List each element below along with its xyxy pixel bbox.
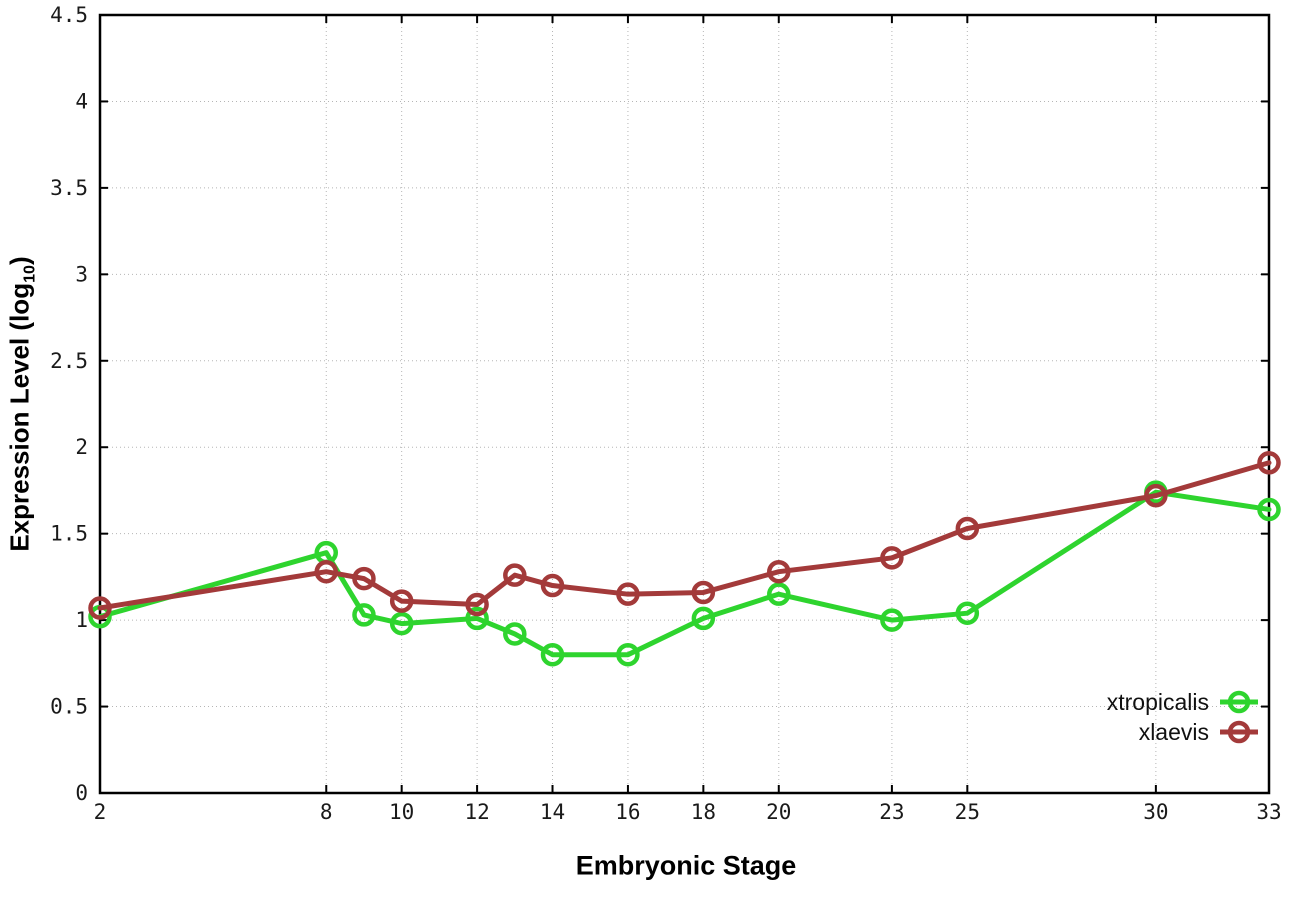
x-tick-label: 18: [691, 800, 716, 824]
data-point-xtropicalis-stage-20: [767, 582, 791, 606]
data-point-xtropicalis-stage-12: [465, 606, 489, 631]
data-point-xtropicalis-stage-9: [352, 603, 376, 627]
plot-border: [98, 13, 1271, 795]
data-point-xlaevis-stage-20: [767, 559, 791, 584]
data-point-xlaevis-stage-16: [616, 582, 640, 606]
data-point-xtropicalis-stage-13: [503, 622, 527, 646]
data-point-xlaevis-stage-12: [465, 592, 489, 617]
data-point-xlaevis-stage-23: [880, 546, 904, 570]
data-point-xlaevis-stage-33: [1257, 451, 1281, 475]
data-point-xtropicalis-stage-25: [955, 601, 980, 625]
data-point-xlaevis-stage-25: [955, 516, 980, 541]
y-tick-label: 2: [75, 435, 88, 459]
legend-label-xtropicalis: xtropicalis: [1106, 688, 1209, 715]
data-point-xtropicalis-stage-33: [1257, 497, 1281, 522]
y-tick-label: 1: [75, 608, 88, 632]
series-line-xtropicalis: [97, 489, 1272, 658]
legend-sample-circle: [1227, 720, 1251, 744]
x-tick-label: 20: [766, 800, 791, 824]
y-tick-label: 1.5: [50, 522, 88, 546]
x-tick-label: 30: [1143, 800, 1168, 824]
x-tick-label: 8: [320, 800, 333, 824]
series-line-xlaevis: [97, 460, 1272, 611]
x-tick-label: 2: [94, 800, 107, 824]
x-tick-label: 10: [389, 800, 414, 824]
data-point-xlaevis-stage-18: [691, 580, 716, 605]
legend-item-xlaevis: xlaevis: [1107, 717, 1259, 747]
y-tick-label: 4.5: [50, 3, 88, 27]
y-tick-label: 0.5: [50, 695, 88, 719]
x-tick-label: 14: [540, 800, 565, 824]
x-tick-label: 25: [955, 800, 980, 824]
y-tick-label: 0: [75, 781, 88, 805]
y-axis-title-close: ): [4, 256, 35, 265]
legend-item-xtropicalis: xtropicalis: [1107, 687, 1259, 717]
data-point-xtropicalis-stage-14: [540, 642, 565, 667]
data-point-xlaevis-stage-2: [88, 596, 112, 620]
y-tick-label: 4: [75, 89, 88, 113]
y-tick-label: 3.5: [50, 176, 88, 200]
data-point-xlaevis-stage-13: [503, 563, 527, 587]
legend: xtropicalis xlaevis: [1107, 687, 1259, 747]
x-tick-label: 33: [1256, 800, 1281, 824]
y-tick-label: 2.5: [50, 349, 88, 373]
data-point-xlaevis-stage-14: [540, 573, 565, 598]
legend-sample-circle: [1227, 690, 1251, 714]
y-tick-label: 3: [75, 262, 88, 286]
y-axis-title-subscript: 10: [20, 265, 39, 283]
legend-marker-xlaevis-icon: [1220, 720, 1258, 744]
data-point-xlaevis-stage-30: [1144, 483, 1168, 508]
data-point-xtropicalis-stage-16: [616, 642, 640, 667]
legend-marker-xtropicalis-icon: [1220, 690, 1258, 714]
data-point-xlaevis-stage-8: [314, 559, 339, 584]
x-axis-title: Embryonic Stage: [575, 850, 797, 881]
y-axis-title: Expression Level (log10): [4, 256, 39, 551]
data-point-xtropicalis-stage-10: [389, 611, 414, 636]
data-point-xlaevis-stage-9: [352, 566, 376, 591]
x-tick-label: 12: [464, 800, 489, 824]
data-point-xtropicalis-stage-23: [880, 608, 904, 632]
data-point-xlaevis-stage-10: [389, 589, 414, 613]
y-axis-title-text: Expression Level (log: [4, 282, 35, 552]
data-point-xtropicalis-stage-18: [691, 606, 716, 631]
x-tick-label: 16: [615, 800, 640, 824]
legend-label-xlaevis: xlaevis: [1138, 718, 1209, 745]
x-tick-label: 23: [879, 800, 904, 824]
